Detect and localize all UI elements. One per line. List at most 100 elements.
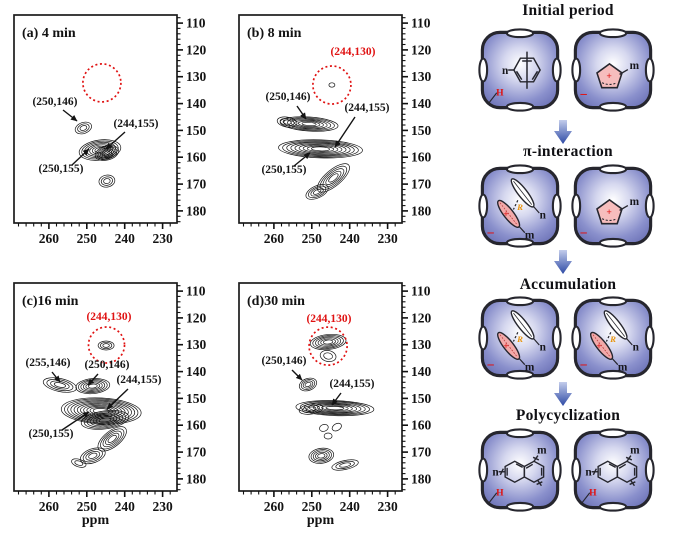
y-tick-label: 120: [411, 310, 432, 325]
axis-ticks: [17, 285, 183, 497]
plot-frame: [238, 282, 403, 492]
axis-ticks: [242, 285, 408, 497]
nmr-plot-d: (244,130) (250,146) (244,155) 260 250 240 230 1…: [238, 282, 432, 528]
arrow-down-icon: [554, 120, 572, 144]
polymer-m-label: m: [537, 444, 547, 456]
y-tick-label: 130: [186, 337, 207, 352]
annotation-arrow: [105, 131, 126, 150]
x-tick-label: 250: [77, 231, 98, 246]
acid-site-h-label: H: [496, 487, 504, 498]
expected-region-circle: [82, 63, 122, 103]
polymer-n-label: n: [540, 209, 547, 221]
cage-benzene: n H: [477, 28, 563, 112]
peak-label: (250,146): [84, 359, 129, 371]
stage-row-initial-period: n H + m −: [462, 28, 674, 114]
y-tick-label: 140: [186, 364, 207, 379]
annotation-arrow: [293, 152, 311, 167]
negative-charge-label: −: [580, 227, 588, 242]
y-tick-label: 160: [411, 150, 432, 165]
annotation-arrow: [296, 105, 307, 120]
peak-label: (244,130): [86, 311, 131, 323]
stage-title-polycyclization: Polycyclization: [515, 407, 621, 424]
contour-peaks: [42, 340, 142, 468]
stage-title-pi-interaction: π-interaction: [523, 143, 613, 160]
panel-title: (b) 8 min: [247, 26, 302, 41]
expected-region-circle: [308, 326, 348, 366]
positive-charge-label: +: [606, 207, 611, 218]
x-tick-label: 260: [264, 231, 285, 246]
x-axis-label: ppm: [307, 513, 335, 528]
panel-title: (a) 4 min: [22, 26, 76, 41]
x-tick-label: 240: [340, 499, 361, 514]
contour-peaks: [276, 82, 363, 200]
peak-label: (250,146): [265, 91, 310, 103]
annotation-arrow: [291, 369, 303, 381]
nmr-plot-a: (250,146) (244,155) (250,155) 260 250 240 230 1…: [13, 14, 207, 246]
nmr-panel-c: (244,130) (255,146) (250,146) (244,155) (250…: [2, 268, 227, 536]
negative-charge-label: −: [580, 359, 588, 374]
x-tick-label: 240: [115, 231, 136, 246]
x-tick-label: 240: [340, 231, 361, 246]
annotation-arrow: [71, 148, 90, 166]
y-tick-label: 130: [411, 337, 432, 352]
panel-title: (d)30 min: [247, 294, 305, 309]
acid-site-h-label: H: [496, 87, 504, 98]
x-tick-label: 230: [377, 499, 398, 514]
x-tick-label: 260: [39, 231, 60, 246]
positive-charge-label: +: [606, 71, 611, 82]
y-tick-label: 150: [186, 123, 207, 138]
y-tick-label: 160: [186, 418, 207, 433]
peak-label: (255,146): [25, 357, 70, 369]
plot-frame: [13, 282, 178, 492]
peak-label: (250,155): [38, 163, 83, 175]
y-tick-label: 140: [186, 96, 207, 111]
annotation-arrow: [106, 388, 129, 410]
x-axis-label: ppm: [82, 513, 110, 528]
peak-label: (244,130): [330, 46, 375, 58]
cage-polycycle: n m H: [570, 428, 656, 512]
polymer-n-label: n: [540, 341, 547, 353]
polymer-m-label: m: [630, 444, 640, 456]
stage-row-polycyclization: n m H n m H: [462, 428, 674, 514]
polymer-m-label: m: [630, 196, 640, 208]
acid-site-h-label: H: [589, 487, 597, 498]
peak-label: (244,155): [116, 374, 161, 386]
y-tick-label: 150: [186, 391, 207, 406]
x-tick-label: 250: [77, 499, 98, 514]
y-tick-label: 140: [411, 364, 432, 379]
axis-ticks: [17, 17, 183, 229]
stage-row-accumulation: + R n m − + R n m −: [462, 296, 674, 382]
expected-region-circle: [87, 326, 126, 364]
cage-pi-pair: + R n m −: [570, 296, 656, 380]
negative-charge-label: −: [487, 359, 495, 374]
annotation-arrow: [51, 371, 61, 383]
arrow-down-icon: [554, 382, 572, 406]
peak-label: (244,130): [306, 313, 351, 325]
cage-carbocation: + m −: [570, 28, 656, 112]
panel-title: (c)16 min: [22, 294, 79, 309]
annotation-arrow: [331, 392, 342, 406]
annotation-arrow: [62, 109, 78, 122]
r-group-label: R: [609, 334, 616, 344]
h-bond-line: [487, 92, 498, 105]
contour-peaks: [295, 333, 375, 471]
negative-charge-label: −: [580, 88, 588, 103]
polymer-m-label: m: [525, 229, 535, 241]
nmr-panel-a: (250,146) (244,155) (250,155) 260 250 240 230 1…: [2, 0, 227, 268]
axis-ticks: [242, 17, 408, 229]
positive-charge-label: +: [503, 341, 508, 352]
h-bond-line: [487, 492, 498, 505]
y-tick-label: 120: [186, 42, 207, 57]
positive-charge-label: +: [596, 341, 601, 352]
peak-label: (244,155): [113, 118, 158, 130]
y-tick-label: 160: [186, 150, 207, 165]
peak-label: (250,155): [261, 164, 306, 176]
y-tick-label: 150: [411, 123, 432, 138]
polymer-m-label: m: [618, 361, 628, 373]
y-tick-label: 110: [411, 284, 431, 299]
cage-pi-pair: + R n m −: [477, 164, 563, 248]
stage-row-pi-interaction: + R n m − + m −: [462, 164, 674, 250]
y-tick-label: 150: [411, 391, 432, 406]
arrow-down-icon: [554, 250, 572, 274]
polymer-n-label: n: [585, 466, 592, 478]
